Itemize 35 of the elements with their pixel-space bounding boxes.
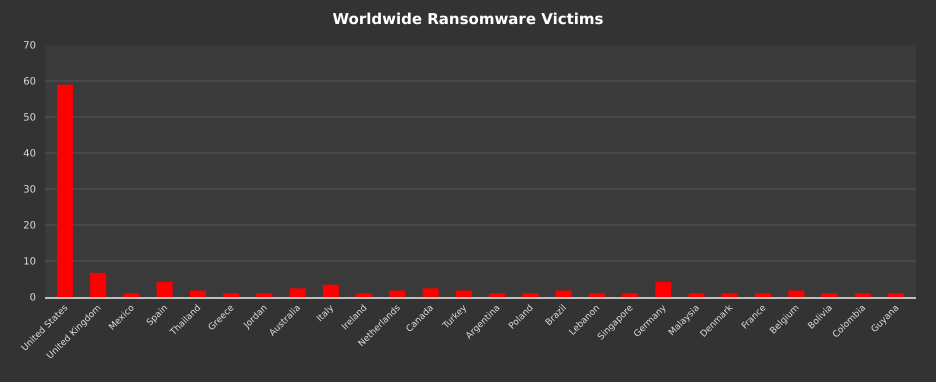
bar <box>489 293 506 297</box>
bar <box>90 272 106 297</box>
bar <box>223 293 240 297</box>
bar <box>556 290 572 297</box>
y-tick-label: 0 <box>30 292 36 304</box>
bar <box>722 293 738 297</box>
bar <box>290 288 306 297</box>
bar <box>322 284 339 297</box>
bar <box>156 282 173 297</box>
bar <box>588 293 605 297</box>
y-tick-label: 30 <box>23 184 36 196</box>
bar <box>688 293 705 297</box>
bar <box>522 293 538 297</box>
y-tick-label: 60 <box>23 76 36 88</box>
bar <box>854 293 871 297</box>
bar <box>190 290 206 297</box>
chart-title: Worldwide Ransomware Victims <box>332 10 604 28</box>
y-tick-label: 40 <box>23 148 36 160</box>
bar <box>56 84 73 297</box>
y-tick-label: 70 <box>23 40 36 52</box>
bar <box>389 290 406 297</box>
y-tick-label: 50 <box>23 112 36 124</box>
bar <box>422 288 439 297</box>
bar <box>622 293 638 297</box>
bar <box>456 290 472 297</box>
bar <box>822 293 838 297</box>
bar <box>888 293 904 297</box>
bar <box>356 293 372 297</box>
y-tick-label: 10 <box>23 256 36 268</box>
bar <box>123 293 140 297</box>
bar <box>256 293 272 297</box>
bar <box>788 290 804 297</box>
bar <box>655 282 672 297</box>
y-tick-label: 20 <box>23 220 36 232</box>
bar <box>755 293 772 297</box>
